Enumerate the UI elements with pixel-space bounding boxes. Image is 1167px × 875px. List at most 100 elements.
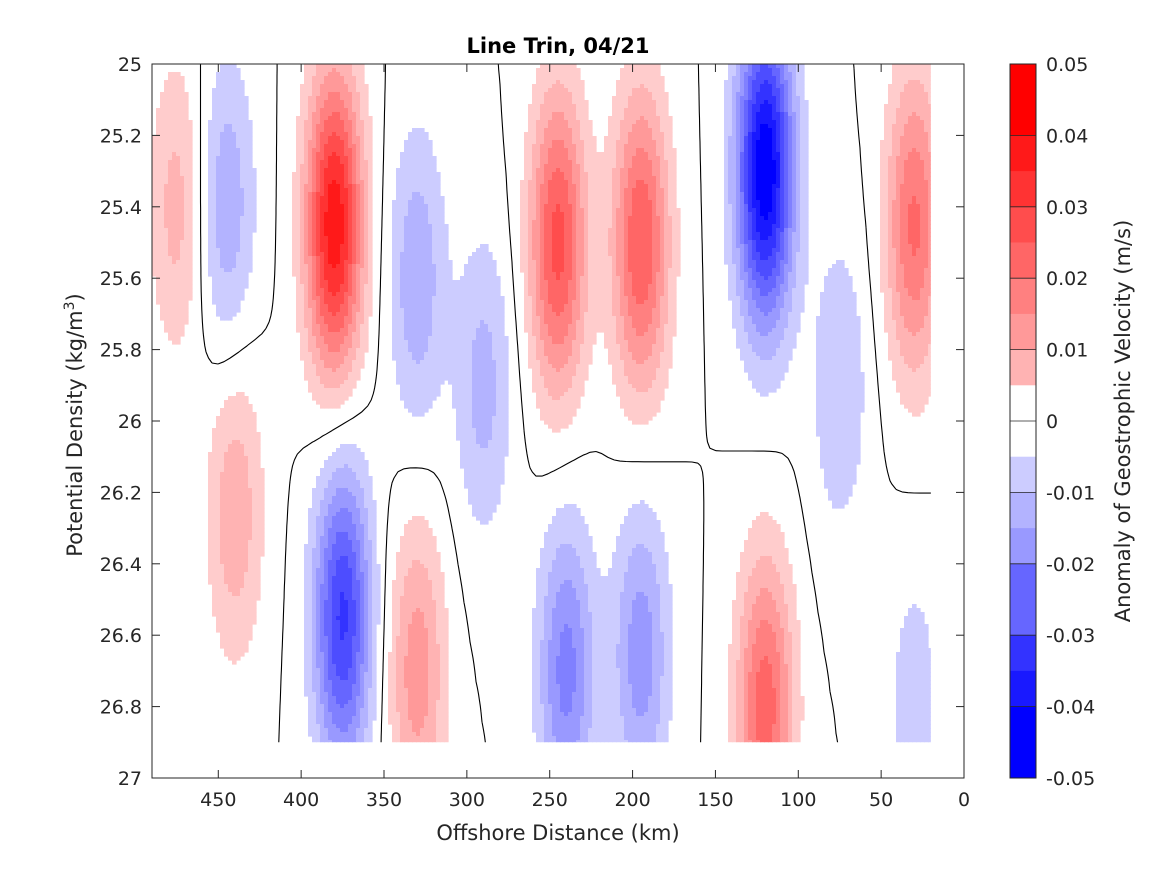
field-cell xyxy=(788,112,793,117)
field-cell xyxy=(728,156,733,161)
field-cell xyxy=(152,168,157,173)
field-cell xyxy=(896,80,901,85)
field-cell xyxy=(772,112,777,117)
field-cell xyxy=(300,128,305,133)
field-cell xyxy=(792,160,797,165)
field-cell xyxy=(316,224,321,229)
field-cell xyxy=(412,132,417,137)
field-cell xyxy=(584,128,589,133)
field-cell xyxy=(360,180,365,185)
field-cell xyxy=(536,72,541,77)
field-cell xyxy=(784,192,789,197)
field-cell xyxy=(880,224,885,229)
field-cell xyxy=(364,160,369,165)
field-cell xyxy=(320,92,325,97)
field-cell xyxy=(656,156,661,161)
field-cell xyxy=(756,112,761,117)
field-cell xyxy=(524,136,529,141)
field-cell xyxy=(208,192,213,197)
field-cell xyxy=(164,88,169,93)
field-cell xyxy=(320,212,325,217)
field-cell xyxy=(892,112,897,117)
field-cell xyxy=(352,156,357,161)
field-cell xyxy=(664,228,669,233)
field-cell xyxy=(920,192,925,197)
field-cell xyxy=(640,88,645,93)
field-cell xyxy=(340,148,345,153)
field-cell xyxy=(596,200,601,205)
field-cell xyxy=(180,168,185,173)
field-cell xyxy=(760,104,765,109)
field-cell xyxy=(664,232,669,237)
field-cell xyxy=(804,108,809,113)
field-cell xyxy=(336,196,341,201)
field-cell xyxy=(760,124,765,129)
field-cell xyxy=(420,224,425,229)
field-cell xyxy=(404,164,409,169)
field-cell xyxy=(172,220,177,225)
field-cell xyxy=(660,148,665,153)
field-cell xyxy=(620,80,625,85)
field-cell xyxy=(188,136,193,141)
field-cell xyxy=(900,220,905,225)
field-cell xyxy=(332,64,337,69)
field-cell xyxy=(572,220,577,225)
field-cell xyxy=(524,212,529,217)
field-cell xyxy=(312,228,317,233)
field-cell xyxy=(172,204,177,209)
field-cell xyxy=(176,224,181,229)
field-cell xyxy=(900,168,905,173)
field-cell xyxy=(904,188,909,193)
field-cell xyxy=(352,176,357,181)
field-cell xyxy=(908,72,913,77)
field-cell xyxy=(332,224,337,229)
field-cell xyxy=(520,212,525,217)
field-cell xyxy=(536,160,541,165)
field-cell xyxy=(648,88,653,93)
field-cell xyxy=(240,80,245,85)
field-cell xyxy=(664,124,669,129)
field-cell xyxy=(640,196,645,201)
field-cell xyxy=(412,160,417,165)
field-cell xyxy=(220,204,225,209)
field-cell xyxy=(788,124,793,129)
field-cell xyxy=(748,112,753,117)
field-cell xyxy=(308,104,313,109)
field-cell xyxy=(924,104,929,109)
field-cell xyxy=(320,148,325,153)
field-cell xyxy=(396,216,401,221)
field-cell xyxy=(172,92,177,97)
field-cell xyxy=(188,236,193,241)
field-cell xyxy=(348,212,353,217)
field-cell xyxy=(740,232,745,237)
field-cell xyxy=(624,96,629,101)
field-cell xyxy=(216,140,221,145)
field-cell xyxy=(612,168,617,173)
field-cell xyxy=(152,220,157,225)
field-cell xyxy=(328,112,333,117)
field-cell xyxy=(300,196,305,201)
field-cell xyxy=(368,168,373,173)
field-cell xyxy=(236,212,241,217)
field-cell xyxy=(760,68,765,73)
field-cell xyxy=(892,120,897,125)
field-cell xyxy=(904,64,909,69)
field-cell xyxy=(580,228,585,233)
field-cell xyxy=(300,216,305,221)
field-cell xyxy=(184,156,189,161)
field-cell xyxy=(892,72,897,77)
field-cell xyxy=(900,64,905,69)
field-cell xyxy=(536,96,541,101)
field-cell xyxy=(624,112,629,117)
field-cell xyxy=(572,64,577,69)
field-cell xyxy=(804,172,809,177)
field-cell xyxy=(156,132,161,137)
field-cell xyxy=(580,128,585,133)
field-cell xyxy=(608,180,613,185)
field-cell xyxy=(728,220,733,225)
field-cell xyxy=(772,160,777,165)
field-cell xyxy=(352,232,357,237)
field-cell xyxy=(236,152,241,157)
field-cell xyxy=(400,184,405,189)
field-cell xyxy=(800,168,805,173)
